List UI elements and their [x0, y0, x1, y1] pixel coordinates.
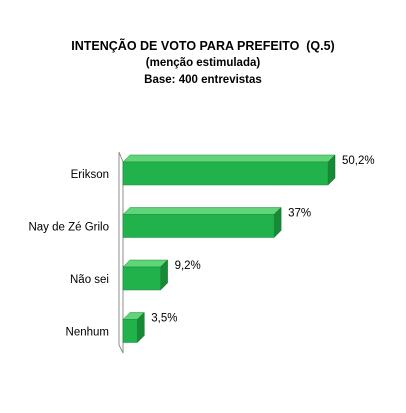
- bar-top-nay-de-ze-grilo: [122, 207, 282, 215]
- chart-base-note: Base: 400 entrevistas: [144, 74, 262, 86]
- bar-top-erikson: [122, 154, 336, 163]
- category-label-erikson: Erikson: [71, 169, 109, 181]
- data-label-erikson: 50,2%: [342, 155, 375, 167]
- category-label-nay-de-ze-grilo: Nay de Zé Grilo: [28, 222, 109, 234]
- category-label-nao-sei: Não sei: [70, 274, 109, 286]
- axis-top-cap: [118, 151, 124, 163]
- data-label-nay-de-ze-grilo: 37%: [288, 208, 311, 220]
- data-label-nenhum: 3,5%: [151, 313, 177, 325]
- bar-nay-de-ze-grilo: [122, 214, 275, 238]
- axis-bottom-cap: [118, 344, 124, 354]
- chart-subtitle: (menção estimulada): [145, 57, 261, 69]
- bar-top-nao-sei: [122, 259, 169, 268]
- chart-title: INTENÇÃO DE VOTO PARA PREFEITO (Q.5): [71, 39, 335, 53]
- chart-title-block: INTENÇÃO DE VOTO PARA PREFEITO (Q.5) (me…: [0, 38, 406, 89]
- category-label-nenhum: Nenhum: [66, 327, 109, 339]
- bar-erikson: [122, 161, 329, 186]
- data-label-nao-sei: 9,2%: [175, 260, 201, 272]
- bar-nao-sei: [122, 266, 161, 291]
- bar-nenhum: [122, 319, 138, 343]
